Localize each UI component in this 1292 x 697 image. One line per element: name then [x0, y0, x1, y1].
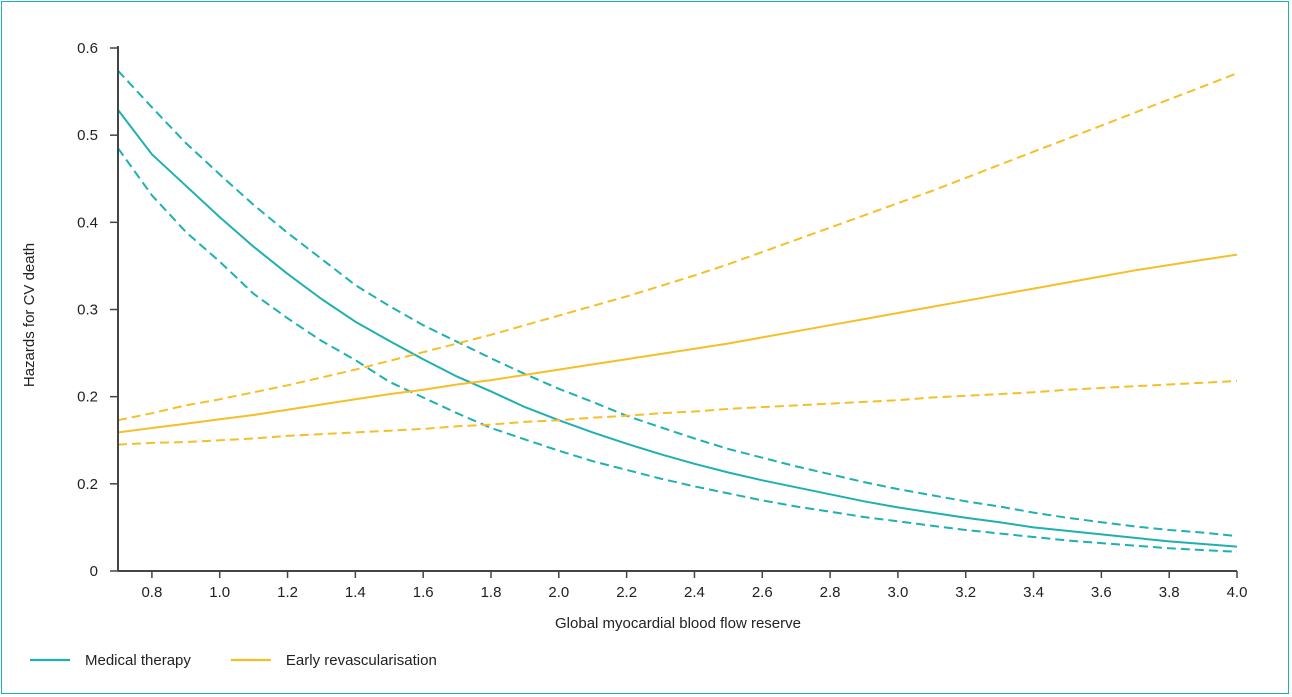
y-tick-label: 0.6 — [77, 40, 98, 57]
y-axis-title: Hazards for CV death — [21, 243, 38, 387]
x-tick-label: 1.8 — [481, 584, 502, 601]
legend-label-0: Medical therapy — [85, 652, 191, 669]
x-tick-label: 3.8 — [1159, 584, 1180, 601]
y-tick-label: 0.2 — [77, 389, 98, 406]
x-axis-title: Global myocardial blood flow reserve — [555, 615, 801, 632]
x-tick-label: 2.6 — [752, 584, 773, 601]
y-tick-label: 0.2 — [77, 476, 98, 493]
series-ci-line-4 — [117, 72, 1238, 422]
y-tick-label: 0 — [90, 563, 98, 580]
x-tick-label: 3.0 — [887, 584, 908, 601]
y-tick-label: 0.4 — [77, 214, 98, 231]
x-tick-label: 1.0 — [209, 584, 230, 601]
y-tick-label: 0.5 — [77, 127, 98, 144]
series-lines — [117, 70, 1238, 553]
y-tick-label: 0.3 — [77, 302, 98, 319]
x-tick-label: 2.4 — [684, 584, 705, 601]
x-tick-label: 1.6 — [413, 584, 434, 601]
legend-label-1: Early revascularisation — [286, 652, 437, 669]
x-tick-label: 1.4 — [345, 584, 366, 601]
x-tick-label: 4.0 — [1227, 584, 1248, 601]
x-tick-label: 2.0 — [548, 584, 569, 601]
axes: 0.8 1.0 1.2 1.4 1.6 1.8 2.0 2.2 2.4 2.6 2.8 3.0 3.2 3… — [77, 40, 1247, 601]
x-tick-label: 2.2 — [616, 584, 637, 601]
series-line-0 — [117, 109, 1238, 548]
series-ci-line-2 — [117, 147, 1238, 553]
series-line-3 — [117, 253, 1238, 434]
series-ci-line-1 — [117, 70, 1238, 538]
x-tick-label: 2.8 — [820, 584, 841, 601]
legend: Medical therapy Early revascularisation — [30, 652, 437, 669]
series-ci-line-5 — [117, 380, 1238, 446]
x-tick-label: 1.2 — [277, 584, 298, 601]
x-tick-label: 3.6 — [1091, 584, 1112, 601]
x-tick-label: 3.4 — [1023, 584, 1044, 601]
x-tick-label: 3.2 — [955, 584, 976, 601]
x-tick-label: 0.8 — [141, 584, 162, 601]
